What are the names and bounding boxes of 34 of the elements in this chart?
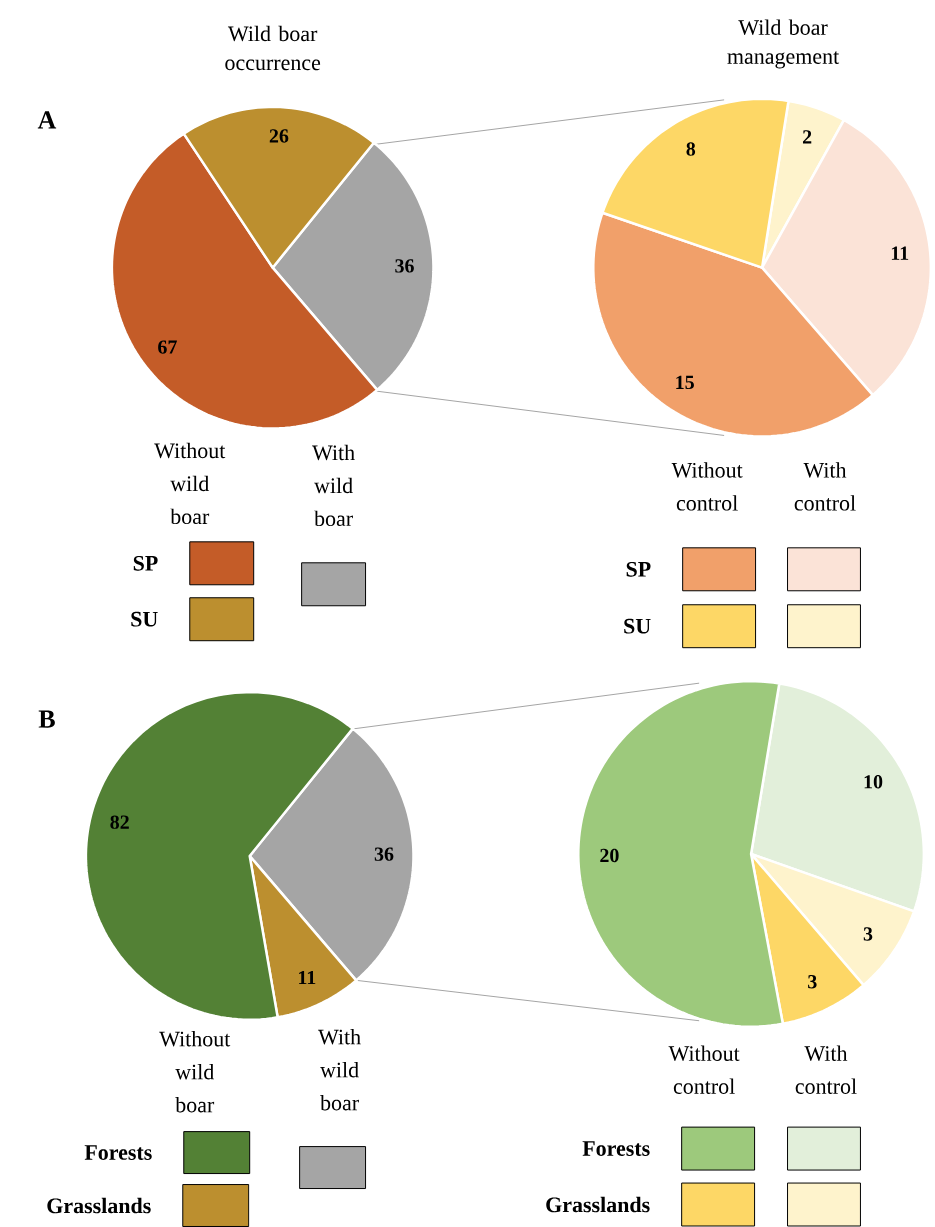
legend-label: Forests xyxy=(84,1145,152,1160)
text: A xyxy=(37,111,57,129)
legend-label: SU xyxy=(624,618,651,634)
chart-title: Wild boar occurrence xyxy=(225,25,321,71)
text: B xyxy=(38,710,55,728)
text: With wild boar xyxy=(312,444,355,527)
data-label: 10 xyxy=(864,775,883,789)
legend-label: SP xyxy=(626,561,651,577)
data-label: 8 xyxy=(686,142,696,156)
chart-title: Wild boar management xyxy=(727,19,840,69)
text: Without control xyxy=(668,1045,740,1094)
text: Without control xyxy=(671,462,743,511)
data-label: 11 xyxy=(299,970,316,985)
data-label: 2 xyxy=(803,130,812,144)
data-label: 36 xyxy=(395,259,414,273)
legend-label: Forests xyxy=(582,1141,650,1156)
data-label: 15 xyxy=(676,375,695,390)
text: Without wild boar xyxy=(159,1031,231,1113)
legend-label: SU xyxy=(131,611,158,627)
legend-label: SP xyxy=(133,555,158,571)
data-label: 82 xyxy=(110,815,129,829)
data-label: 36 xyxy=(374,847,394,861)
data-label: 3 xyxy=(808,975,817,989)
text: Without wild boar xyxy=(154,442,226,525)
data-label: 67 xyxy=(158,340,177,354)
data-label: 11 xyxy=(891,246,909,260)
data-label: 26 xyxy=(269,129,289,143)
data-label: 3 xyxy=(863,927,873,941)
legend-label: Grasslands xyxy=(47,1197,151,1214)
text: With wild boar xyxy=(318,1029,361,1111)
legend-label: Grasslands xyxy=(546,1196,650,1213)
text: With control xyxy=(794,462,856,511)
text: With control xyxy=(795,1045,857,1094)
data-label: 20 xyxy=(600,848,619,863)
